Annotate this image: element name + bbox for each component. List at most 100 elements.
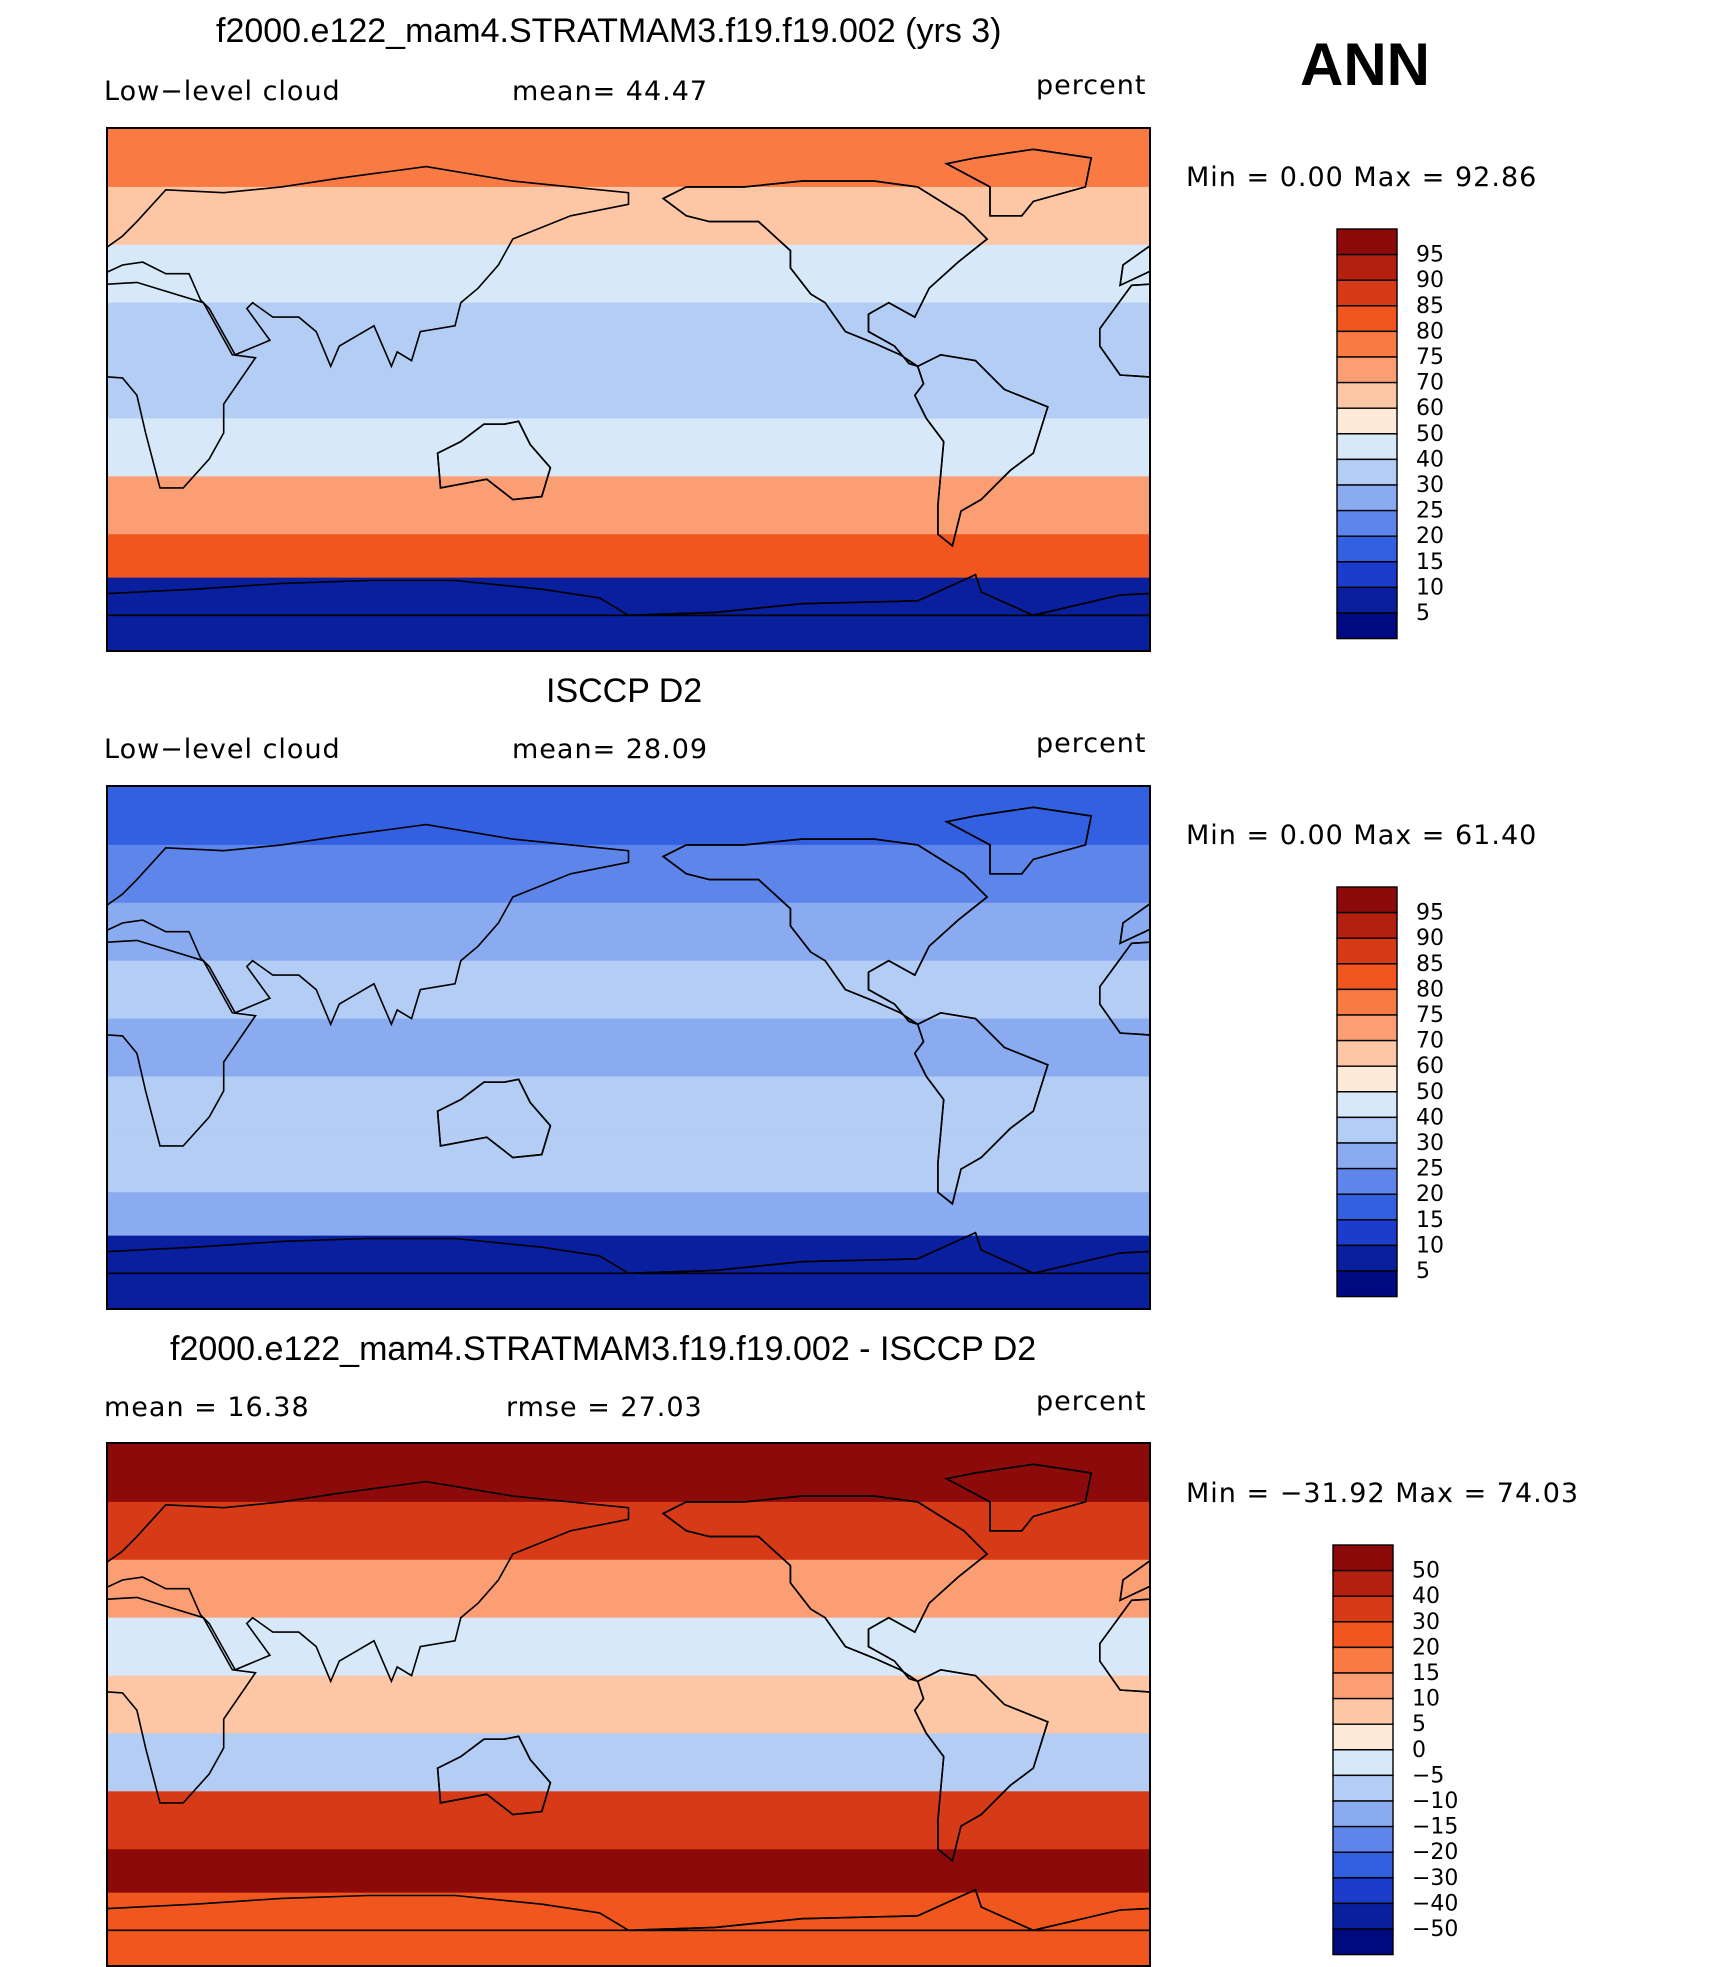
colorbar-tick-label: 5 xyxy=(1416,601,1430,626)
panel2-colorbar: 95 90 85 80 75 70 60 50 40 30 25 20 15 10 5 xyxy=(1336,886,1506,1300)
lat-band xyxy=(108,1849,1149,1894)
colorbar-cell xyxy=(1336,458,1398,486)
colorbar-cell xyxy=(1332,1697,1394,1725)
coastline xyxy=(944,148,1093,217)
colorbar-tick-label: 5 xyxy=(1412,1712,1426,1737)
colorbar-tick-label: 5 xyxy=(1416,1259,1430,1284)
colorbar-tick-label: 60 xyxy=(1416,1054,1444,1079)
colorbar-tick-label: 20 xyxy=(1412,1635,1440,1660)
colorbar-tick-label: 50 xyxy=(1416,1080,1444,1105)
colorbar-cell xyxy=(1332,1621,1394,1649)
panel2-map-svg xyxy=(108,787,1149,1308)
colorbar-cell xyxy=(1336,433,1398,461)
colorbar-cell xyxy=(1332,1569,1394,1597)
coastline xyxy=(661,1495,989,1683)
panel1-minmax: Min = 0.00 Max = 92.86 xyxy=(1186,162,1538,193)
coastline xyxy=(436,1078,552,1159)
colorbar-tick-label: 40 xyxy=(1416,447,1444,472)
colorbar-tick-label: 90 xyxy=(1416,926,1444,951)
colorbar-tick-label: 40 xyxy=(1412,1584,1440,1609)
lat-band xyxy=(108,418,1149,477)
colorbar-cell xyxy=(1336,407,1398,435)
coastline xyxy=(108,165,630,369)
panel1-left-label: Low−level cloud xyxy=(104,76,341,107)
colorbar-cell xyxy=(1332,1595,1394,1623)
colorbar-cell xyxy=(1336,1039,1398,1067)
colorbar-cell xyxy=(1332,1774,1394,1802)
colorbar-cell xyxy=(1336,988,1398,1016)
coastline xyxy=(436,420,552,501)
colorbar-cell xyxy=(1336,1219,1398,1247)
colorbar-cell xyxy=(1336,1142,1398,1170)
lat-band xyxy=(108,1444,1149,1503)
lat-band xyxy=(108,787,1149,846)
panel2-units: percent xyxy=(1036,728,1147,759)
colorbar-tick-label: 90 xyxy=(1416,268,1444,293)
colorbar-tick-label: −20 xyxy=(1412,1840,1458,1865)
colorbar-cell xyxy=(1336,484,1398,512)
coastline xyxy=(108,939,257,1147)
colorbar-cell xyxy=(1336,509,1398,537)
lat-band xyxy=(108,1675,1149,1734)
lat-band xyxy=(108,360,1149,419)
colorbar-cell xyxy=(1336,253,1398,281)
colorbar-tick-label: 25 xyxy=(1416,1157,1444,1182)
lat-band xyxy=(108,1791,1149,1850)
colorbar-tick-label: −10 xyxy=(1412,1789,1458,1814)
colorbar-cell xyxy=(1332,1672,1394,1700)
colorbar-tick-label: 15 xyxy=(1416,550,1444,575)
colorbar-cell xyxy=(1336,1270,1398,1298)
lat-band xyxy=(108,1076,1149,1135)
colorbar-tick-label: 50 xyxy=(1416,422,1444,447)
lat-band xyxy=(108,476,1149,535)
lat-band xyxy=(108,1235,1149,1308)
coastline xyxy=(108,1237,632,1275)
coastline xyxy=(661,180,989,368)
panel2-left-label: Low−level cloud xyxy=(104,734,341,765)
colorbar-cell xyxy=(1336,1116,1398,1144)
coastline xyxy=(913,1668,1049,1863)
colorbar-cell xyxy=(1336,1065,1398,1093)
coastline xyxy=(628,573,1149,617)
panel1-colorbar: 95 90 85 80 75 70 60 50 40 30 25 20 15 10 5 xyxy=(1336,228,1506,642)
panel2-mean: mean= 28.09 xyxy=(512,734,709,765)
colorbar-tick-label: 85 xyxy=(1416,952,1444,977)
coastline xyxy=(913,353,1049,548)
lat-band xyxy=(108,960,1149,1020)
colorbar-cell xyxy=(1336,1167,1398,1195)
panel3-title: f2000.e122_mam4.STRATMAM3.f19.f19.002 - … xyxy=(170,1330,1037,1368)
colorbar-tick-label: 60 xyxy=(1416,396,1444,421)
panel2-map xyxy=(106,785,1151,1310)
coastline xyxy=(108,281,257,489)
colorbar-cell xyxy=(1336,1014,1398,1042)
panel1-title: f2000.e122_mam4.STRATMAM3.f19.f19.002 (y… xyxy=(216,12,1002,50)
colorbar-tick-label: 10 xyxy=(1412,1687,1440,1712)
colorbar-cell xyxy=(1336,356,1398,384)
colorbar-cell xyxy=(1336,886,1398,914)
panel3-colorbar: 50 40 30 20 15 10 5 0 −5 −10 −15 −20 −30 −40 −50 xyxy=(1332,1544,1502,1958)
colorbar-tick-label: −30 xyxy=(1412,1866,1458,1891)
colorbar-tick-label: 80 xyxy=(1416,319,1444,344)
colorbar-tick-label: −40 xyxy=(1412,1891,1458,1916)
lat-band xyxy=(108,1192,1149,1237)
colorbar-cell xyxy=(1332,1646,1394,1674)
lat-band xyxy=(108,534,1149,579)
colorbar-tick-label: 95 xyxy=(1416,243,1444,268)
lat-band xyxy=(108,1892,1149,1965)
colorbar-cell xyxy=(1332,1825,1394,1853)
colorbar-cell xyxy=(1336,279,1398,307)
coastline xyxy=(108,1596,257,1804)
colorbar-tick-label: 70 xyxy=(1416,371,1444,396)
lat-band xyxy=(108,577,1149,650)
colorbar-cell xyxy=(1336,911,1398,939)
coastline xyxy=(436,1735,552,1816)
panel2-minmax: Min = 0.00 Max = 61.40 xyxy=(1186,820,1538,851)
colorbar-tick-label: 70 xyxy=(1416,1029,1444,1054)
colorbar-cell xyxy=(1336,1193,1398,1221)
coastline xyxy=(628,1888,1149,1932)
colorbar-tick-label: 30 xyxy=(1416,473,1444,498)
colorbar-cell xyxy=(1332,1800,1394,1828)
